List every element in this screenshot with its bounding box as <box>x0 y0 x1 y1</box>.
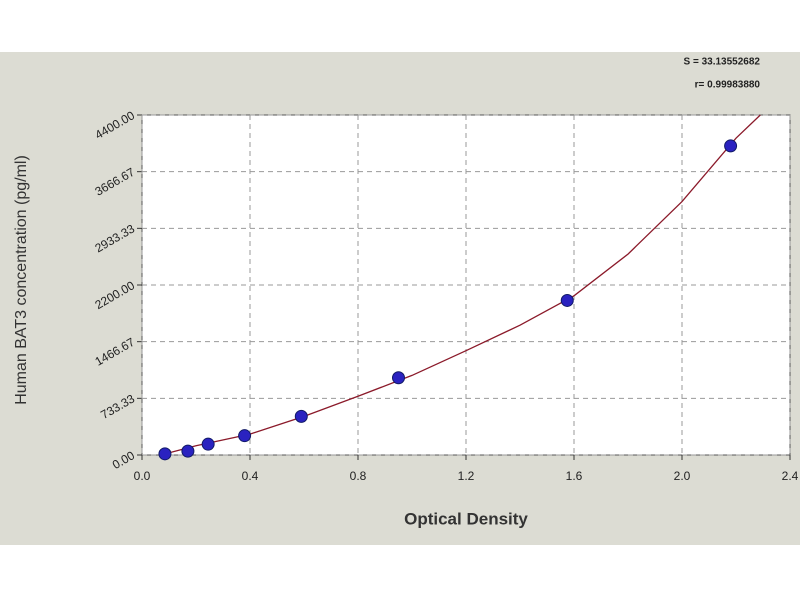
data-point <box>238 429 252 443</box>
annotation: r= 0.99983880 <box>695 80 761 91</box>
x-tick-label: 2.4 <box>782 469 799 483</box>
data-point <box>724 139 738 153</box>
data-point <box>560 293 574 307</box>
x-tick-label: 0.4 <box>242 469 259 483</box>
y-axis-label: Human BAT3 concentration (pg/ml) <box>13 155 30 405</box>
x-tick-label: 2.0 <box>674 469 691 483</box>
x-tick-label: 1.2 <box>458 469 475 483</box>
data-point <box>181 444 195 458</box>
annotation: S = 33.13552682 <box>684 57 761 68</box>
data-point <box>201 437 215 451</box>
x-tick-label: 1.6 <box>566 469 583 483</box>
data-point <box>158 447 172 461</box>
data-point <box>294 409 308 423</box>
data-point <box>392 371 405 385</box>
x-tick-label: 0.0 <box>134 469 151 483</box>
x-tick-label: 0.8 <box>350 469 367 483</box>
x-axis-label: Optical Density <box>404 509 528 528</box>
